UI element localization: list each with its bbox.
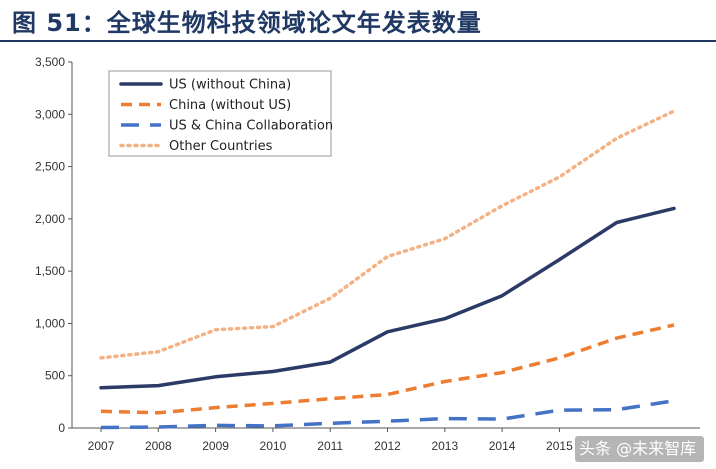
x-tick-label: 2007 xyxy=(88,439,115,453)
title-divider xyxy=(0,40,716,42)
series-line-1 xyxy=(100,323,675,415)
y-tick-label: 1,000 xyxy=(35,316,65,330)
legend-label-3: Other Countries xyxy=(169,139,273,154)
y-tick-label: 0 xyxy=(58,421,65,435)
y-tick-label: 2,500 xyxy=(35,160,65,174)
legend-label-1: China (without US) xyxy=(169,98,291,113)
x-tick-label: 2008 xyxy=(145,439,172,453)
watermark: 头条 @未来智库 xyxy=(575,436,705,462)
legend-label-0: US (without China) xyxy=(169,78,291,93)
x-tick-label: 2011 xyxy=(317,439,343,453)
y-tick-label: 1,500 xyxy=(35,264,65,278)
x-tick-label: 2010 xyxy=(260,439,287,453)
y-tick-label: 2,000 xyxy=(35,212,65,226)
y-tick-label: 3,500 xyxy=(35,55,65,69)
series-line-2 xyxy=(100,399,675,430)
x-tick-label: 2013 xyxy=(431,439,458,453)
y-tick-label: 500 xyxy=(45,369,65,383)
figure-title: 图 51：全球生物科技领域论文年发表数量 xyxy=(12,9,482,37)
series-line-3 xyxy=(99,109,676,360)
series-line-0 xyxy=(99,206,676,390)
x-tick-label: 2009 xyxy=(202,439,229,453)
x-tick-label: 2012 xyxy=(374,439,401,453)
legend-label-2: US & China Collaboration xyxy=(169,119,333,134)
y-tick-label: 3,000 xyxy=(35,107,65,121)
x-tick-label: 2015 xyxy=(546,439,573,453)
x-tick-label: 2014 xyxy=(489,439,516,453)
